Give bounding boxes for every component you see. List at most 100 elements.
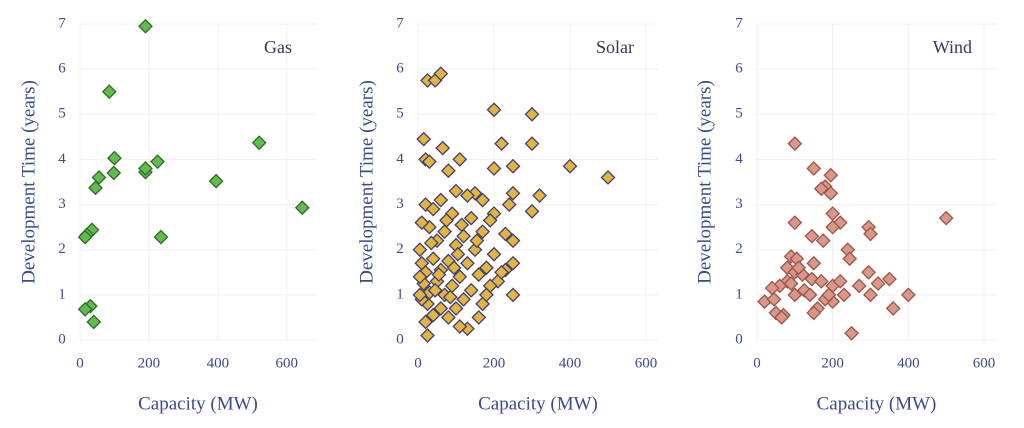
point — [796, 282, 812, 298]
x-tick-label: 0 — [76, 355, 84, 371]
point — [454, 217, 470, 233]
point — [442, 289, 458, 305]
point — [208, 173, 224, 189]
point — [433, 66, 449, 82]
point — [832, 273, 848, 289]
y-axis-title: Development Time (years) — [694, 80, 715, 284]
point — [444, 278, 460, 294]
point — [463, 210, 479, 226]
point — [505, 287, 521, 303]
point — [440, 310, 456, 325]
point — [475, 224, 491, 240]
point — [414, 215, 430, 231]
point — [138, 161, 153, 176]
point — [106, 165, 122, 181]
point — [505, 233, 521, 249]
point — [885, 300, 901, 316]
point — [150, 154, 165, 170]
point — [806, 305, 822, 321]
point — [471, 267, 487, 282]
x-tick-label: 400 — [559, 355, 582, 371]
point — [478, 260, 494, 276]
x-tick-label: 400 — [897, 355, 920, 371]
point — [768, 305, 784, 321]
y-tick-label: 1 — [396, 286, 404, 302]
point — [562, 158, 578, 174]
point — [806, 255, 822, 271]
y-tick-label: 1 — [735, 286, 743, 302]
point — [77, 229, 93, 245]
point — [844, 325, 860, 341]
x-axis-title: Capacity (MW) — [817, 393, 937, 414]
point — [456, 228, 472, 244]
point — [532, 188, 548, 203]
y-tick-label: 3 — [396, 196, 404, 212]
point — [86, 314, 102, 330]
point — [832, 215, 848, 231]
point — [766, 291, 782, 307]
point — [423, 235, 439, 251]
point — [524, 203, 540, 219]
y-axis-title: Development Time (years) — [356, 80, 377, 284]
point — [412, 242, 428, 258]
point — [863, 287, 878, 303]
point — [459, 255, 475, 271]
point — [88, 180, 103, 196]
point — [471, 310, 487, 325]
point — [448, 300, 464, 316]
point — [452, 152, 468, 167]
point — [783, 276, 799, 291]
point — [505, 185, 521, 201]
point — [425, 251, 441, 267]
point — [448, 183, 464, 199]
point — [486, 161, 502, 176]
y-tick-label: 3 — [58, 196, 66, 212]
y-tick-label: 0 — [735, 331, 743, 347]
point — [456, 291, 472, 307]
point — [425, 201, 441, 217]
point — [823, 185, 839, 201]
point — [435, 140, 451, 156]
y-tick-label: 0 — [396, 331, 404, 347]
x-tick-label: 200 — [483, 355, 506, 371]
y-tick-label: 7 — [735, 15, 743, 31]
point — [425, 307, 441, 323]
y-tick-label: 6 — [735, 61, 743, 77]
y-tick-label: 2 — [58, 241, 66, 257]
point — [452, 269, 468, 285]
x-axis-title: Capacity (MW) — [138, 393, 258, 414]
y-tick-label: 6 — [58, 61, 66, 77]
point — [452, 319, 468, 334]
y-tick-label: 2 — [396, 241, 404, 257]
point — [412, 287, 428, 303]
x-tick-label: 600 — [276, 355, 299, 371]
point — [421, 154, 437, 170]
point — [494, 264, 510, 280]
point — [836, 287, 852, 303]
x-tick-label: 200 — [138, 355, 161, 371]
y-tick-label: 7 — [58, 15, 66, 31]
point — [101, 84, 117, 100]
y-tick-label: 1 — [58, 286, 66, 302]
y-axis-title: Development Time (years) — [18, 80, 39, 284]
x-axis-title: Capacity (MW) — [478, 393, 598, 414]
point — [467, 242, 483, 258]
point — [524, 106, 540, 122]
point — [437, 224, 453, 240]
point — [427, 282, 443, 298]
y-tick-label: 5 — [58, 106, 66, 122]
point — [439, 212, 454, 228]
y-tick-label: 4 — [58, 151, 66, 167]
point — [813, 181, 829, 197]
panel-title: Solar — [596, 37, 634, 57]
y-tick-label: 2 — [735, 241, 743, 257]
point — [787, 136, 803, 152]
point — [815, 233, 831, 249]
x-tick-label: 600 — [635, 355, 658, 371]
point — [774, 310, 790, 325]
point — [433, 300, 449, 316]
y-tick-label: 5 — [735, 106, 743, 122]
point — [486, 246, 502, 262]
y-tick-label: 5 — [396, 106, 404, 122]
